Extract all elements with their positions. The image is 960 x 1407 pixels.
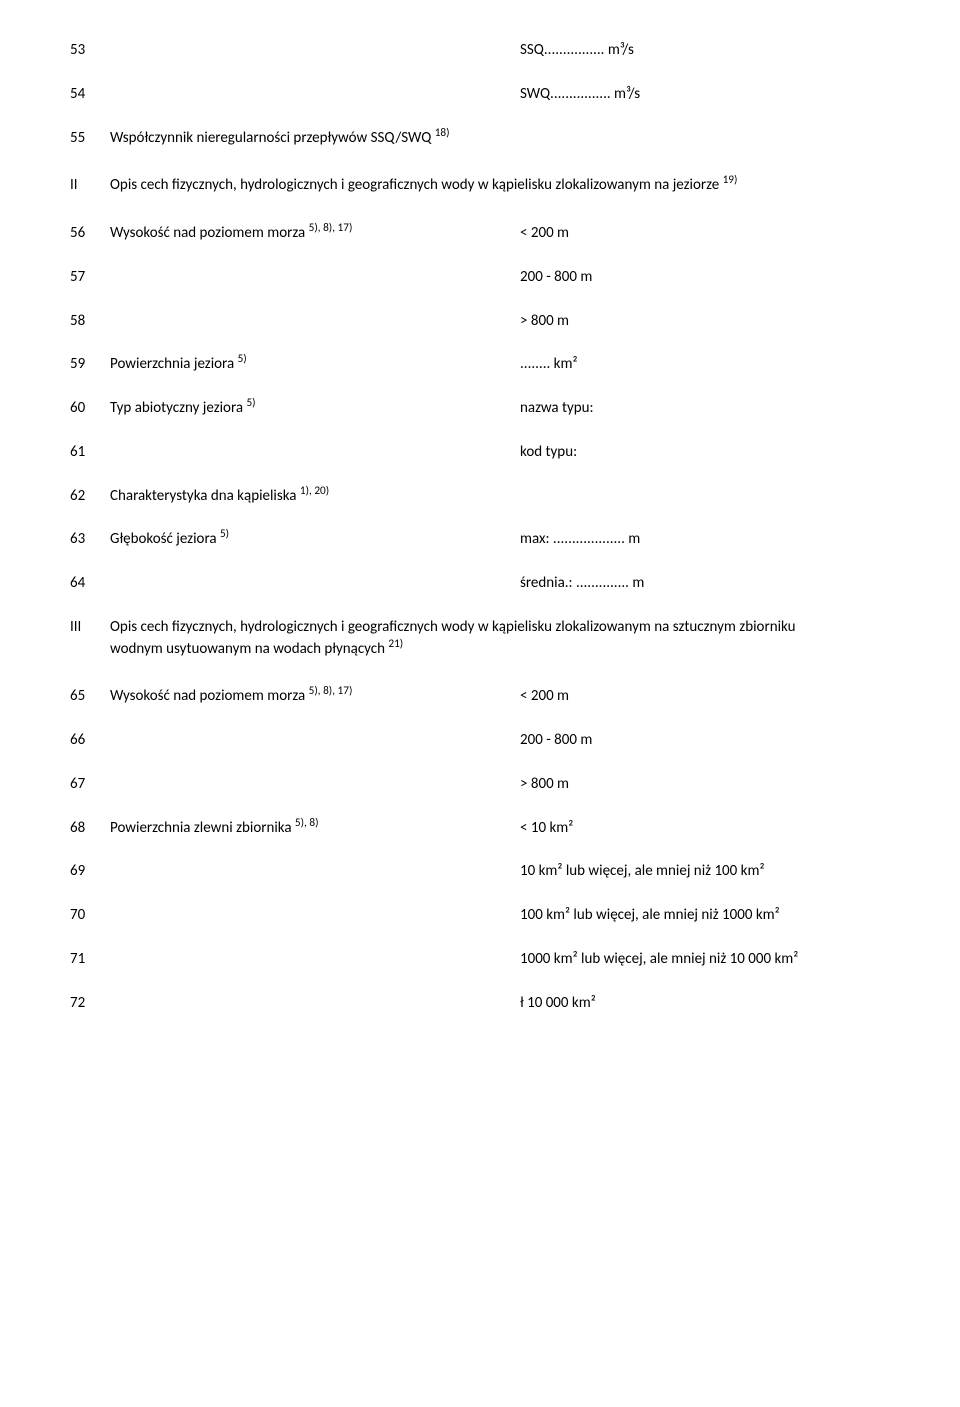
row-55: 55 Współczynnik nieregularności przepływ… [70,128,880,150]
row-label: Wysokość nad poziomem morza 5), 8), 17) [110,223,520,245]
row-III: III Opis cech fizycznych, hydrologicznyc… [70,617,880,661]
row-II: II Opis cech fizycznych, hydrologicznych… [70,175,880,197]
row-label: Powierzchnia jeziora 5) [110,354,520,376]
row-number: 69 [70,861,110,883]
row-value: nazwa typu: [520,398,880,420]
row-value: średnia.: .............. m [520,573,880,595]
row-label: Współczynnik nieregularności przepływów … [110,128,880,150]
row-54: 54 SWQ................ m³/s [70,84,880,106]
row-value: > 800 m [520,311,880,333]
row-number: 56 [70,223,110,245]
row-56: 56 Wysokość nad poziomem morza 5), 8), 1… [70,223,880,245]
row-number: 61 [70,442,110,464]
row-value: 10 km² lub więcej, ale mniej niż 100 km² [520,861,880,883]
label-sup: 5) [238,352,247,366]
row-value: 1000 km² lub więcej, ale mniej niż 10 00… [520,949,880,971]
row-65: 65 Wysokość nad poziomem morza 5), 8), 1… [70,686,880,708]
row-number: 70 [70,905,110,927]
row-66: 66 200 - 800 m [70,730,880,752]
row-number: 60 [70,398,110,420]
row-value: ł 10 000 km² [520,993,880,1015]
row-label: Wysokość nad poziomem morza 5), 8), 17) [110,686,520,708]
row-label: Opis cech fizycznych, hydrologicznych i … [110,617,880,661]
row-number: 54 [70,84,110,106]
row-value: 200 - 800 m [520,267,880,289]
row-number: 53 [70,40,110,62]
label-text: Charakterystyka dna kąpieliska [110,487,300,505]
row-value: < 200 m [520,686,880,708]
label-sup: 19) [723,173,738,187]
label-sup: 5), 8), 17) [309,221,353,235]
row-67: 67 > 800 m [70,774,880,796]
row-69: 69 10 km² lub więcej, ale mniej niż 100 … [70,861,880,883]
label-text: Opis cech fizycznych, hydrologicznych i … [110,176,723,194]
row-value: kod typu: [520,442,880,464]
row-number: 63 [70,529,110,551]
row-value: max: ................... m [520,529,880,551]
row-number: 55 [70,128,110,150]
row-71: 71 1000 km² lub więcej, ale mniej niż 10… [70,949,880,971]
label-sup: 21) [388,637,403,651]
row-value: SSQ................ m³/s [520,40,880,62]
label-text: Współczynnik nieregularności przepływów … [110,129,435,147]
label-sup: 5) [220,527,229,541]
row-number: II [70,175,110,197]
row-label: Typ abiotyczny jeziora 5) [110,398,520,420]
row-value: > 800 m [520,774,880,796]
label-sup: 5), 8), 17) [309,684,353,698]
label-sup: 5) [246,396,255,410]
label-text: Wysokość nad poziomem morza [110,687,309,705]
row-57: 57 200 - 800 m [70,267,880,289]
row-60: 60 Typ abiotyczny jeziora 5) nazwa typu: [70,398,880,420]
row-number: 64 [70,573,110,595]
row-value: < 200 m [520,223,880,245]
row-68: 68 Powierzchnia zlewni zbiornika 5), 8) … [70,818,880,840]
row-70: 70 100 km² lub więcej, ale mniej niż 100… [70,905,880,927]
label-text: Opis cech fizycznych, hydrologicznych i … [110,618,796,658]
row-62: 62 Charakterystyka dna kąpieliska 1), 20… [70,486,880,508]
row-number: 62 [70,486,110,508]
row-number: 68 [70,818,110,840]
row-number: 59 [70,354,110,376]
row-number: 66 [70,730,110,752]
row-number: 65 [70,686,110,708]
row-label: Powierzchnia zlewni zbiornika 5), 8) [110,818,520,840]
row-number: 57 [70,267,110,289]
label-text: Wysokość nad poziomem morza [110,224,309,242]
row-value: < 10 km² [520,818,880,840]
row-59: 59 Powierzchnia jeziora 5) ........ km² [70,354,880,376]
label-text: Głębokość jeziora [110,530,220,548]
label-text: Powierzchnia zlewni zbiornika [110,819,295,837]
row-63: 63 Głębokość jeziora 5) max: ...........… [70,529,880,551]
row-label: Głębokość jeziora 5) [110,529,520,551]
row-number: 67 [70,774,110,796]
row-value: 100 km² lub więcej, ale mniej niż 1000 k… [520,905,880,927]
row-number: 58 [70,311,110,333]
row-value: SWQ................ m³/s [520,84,880,106]
row-53: 53 SSQ................ m³/s [70,40,880,62]
row-label: Charakterystyka dna kąpieliska 1), 20) [110,486,520,508]
row-number: 71 [70,949,110,971]
row-value: 200 - 800 m [520,730,880,752]
label-text: Powierzchnia jeziora [110,355,238,373]
row-number: 72 [70,993,110,1015]
row-number: III [70,617,110,639]
row-value: ........ km² [520,354,880,376]
label-sup: 1), 20) [300,484,329,498]
label-text: Typ abiotyczny jeziora [110,399,246,417]
label-sup: 5), 8) [295,816,319,830]
row-58: 58 > 800 m [70,311,880,333]
row-label: Opis cech fizycznych, hydrologicznych i … [110,175,880,197]
row-64: 64 średnia.: .............. m [70,573,880,595]
label-sup: 18) [435,126,450,140]
row-72: 72 ł 10 000 km² [70,993,880,1015]
row-61: 61 kod typu: [70,442,880,464]
